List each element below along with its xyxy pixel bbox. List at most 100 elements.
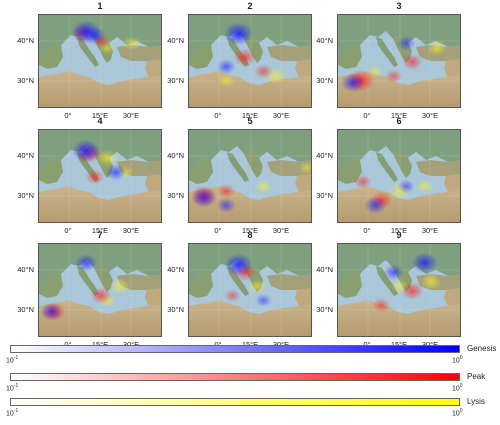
lon-label: 30°E xyxy=(272,226,290,235)
lon-label: 15°E xyxy=(92,340,108,349)
lysis-density-blob xyxy=(298,161,311,174)
tick-exponent: -1 xyxy=(13,408,19,414)
peak-density-blob xyxy=(224,289,241,303)
levant-land xyxy=(145,288,161,306)
tick-exponent: -1 xyxy=(13,355,19,361)
tick-exponent: -1 xyxy=(13,383,19,389)
map-panel-2: 2 40°N 30°N 0° 15°E 30°E xyxy=(167,1,312,120)
levant-land xyxy=(145,174,161,192)
lon-label: 30°E xyxy=(422,340,438,349)
peak-density-blob xyxy=(254,64,273,79)
colorbar-min-tick: 10-1 xyxy=(6,408,18,417)
genesis-density-blob xyxy=(191,187,217,208)
tick-base: 10 xyxy=(452,385,460,393)
genesis-density-blob xyxy=(224,253,253,276)
italy-land xyxy=(376,152,398,182)
genesis-density-blob xyxy=(224,22,254,46)
lat-label: 40°N xyxy=(316,151,333,160)
peak-colorbar xyxy=(10,373,460,381)
mediterranean-map xyxy=(188,129,312,223)
lat-label: 30°N xyxy=(17,305,34,314)
genesis-density-blob xyxy=(397,179,415,194)
panel-title: 9 xyxy=(396,230,402,240)
europe-land xyxy=(338,15,460,55)
peak-density-blob xyxy=(372,297,391,313)
lon-label: 0° xyxy=(64,226,72,235)
lon-label: 0° xyxy=(64,111,72,120)
mediterranean-map xyxy=(188,243,312,337)
lat-label: 30°N xyxy=(167,191,184,200)
lat-label: 40°N xyxy=(167,265,184,274)
lysis-density-blob xyxy=(217,74,235,88)
lon-label: 0° xyxy=(214,111,222,120)
levant-land xyxy=(444,59,460,77)
lon-label: 15°E xyxy=(391,340,407,349)
genesis-density-blob xyxy=(397,36,416,51)
lat-label: 30°N xyxy=(17,191,34,200)
map-panel-6: 6 40°N 30°N 0° 15°E 30°E xyxy=(316,116,461,235)
map-panel-7: 7 40°N 30°N 0° 15°E 30°E xyxy=(17,230,162,349)
mediterranean-map xyxy=(188,14,312,108)
mediterranean-map xyxy=(337,243,461,337)
genesis-density-blob xyxy=(83,26,106,45)
lon-label: 15°E xyxy=(242,340,258,349)
panel-title: 6 xyxy=(396,116,402,126)
lysis-density-blob xyxy=(427,39,448,56)
tick-base: 10 xyxy=(452,410,460,418)
peak-density-blob xyxy=(353,174,372,189)
iberia-land xyxy=(338,272,362,298)
map-panel-9: 9 40°N 30°N 0° 15°E 30°E xyxy=(316,230,461,349)
peak-density-blob xyxy=(385,69,403,83)
lon-label: 0° xyxy=(363,111,371,120)
mediterranean-map xyxy=(38,243,162,337)
iberia-land xyxy=(39,43,63,69)
lon-label: 0° xyxy=(363,340,370,349)
mediterranean-map xyxy=(337,14,461,108)
genesis-density-blob xyxy=(105,164,126,181)
colorbar-max-tick: 100 xyxy=(452,355,463,364)
tick-base: 10 xyxy=(6,385,14,393)
map-panel-5: 5 40°N 30°N 0° 15°E 30°E xyxy=(167,116,312,235)
panel-title: 3 xyxy=(396,1,402,11)
turkey-land xyxy=(267,160,311,176)
turkey-land xyxy=(416,160,460,176)
lysis-density-blob xyxy=(96,149,118,167)
lon-label: 15°E xyxy=(91,226,109,235)
lat-label: 40°N xyxy=(316,265,333,274)
lysis-density-blob xyxy=(420,273,442,290)
lon-label: 15°E xyxy=(91,111,109,120)
lon-label: 30°E xyxy=(421,226,439,235)
italy-land xyxy=(376,37,398,67)
balkans-land xyxy=(94,264,113,292)
peak-density-blob xyxy=(233,48,256,67)
mediterranean-map xyxy=(38,14,162,108)
levant-land xyxy=(444,174,460,192)
lon-label: 15°E xyxy=(390,111,408,120)
peak-density-blob xyxy=(401,282,424,300)
africa-land xyxy=(39,186,161,222)
italy-land xyxy=(77,37,99,67)
iberia-land xyxy=(39,158,63,184)
africa-land xyxy=(338,186,460,222)
colorbar-label: Lysis xyxy=(467,397,485,406)
levant-land xyxy=(295,288,311,306)
africa-land xyxy=(39,300,161,336)
lon-label: 15°E xyxy=(241,226,259,235)
europe-land xyxy=(189,130,311,170)
lat-label: 40°N xyxy=(17,265,34,274)
lat-label: 30°N xyxy=(316,191,333,200)
europe-land xyxy=(39,244,161,284)
lat-label: 40°N xyxy=(167,36,184,45)
panel-title: 2 xyxy=(247,1,253,11)
lat-label: 30°N xyxy=(17,76,34,85)
map-panel-3: 3 40°N 30°N 0° 15°E 30°E xyxy=(316,1,461,120)
lon-label: 0° xyxy=(214,226,222,235)
lysis-density-blob xyxy=(109,278,130,295)
lon-label: 30°E xyxy=(421,111,439,120)
balkans-land xyxy=(393,150,412,178)
lysis-density-blob xyxy=(248,279,267,294)
colorbar-max-tick: 100 xyxy=(452,383,463,392)
turkey-land xyxy=(267,274,311,290)
lat-label: 30°N xyxy=(167,305,184,314)
colorbar-min-tick: 10-1 xyxy=(6,355,18,364)
